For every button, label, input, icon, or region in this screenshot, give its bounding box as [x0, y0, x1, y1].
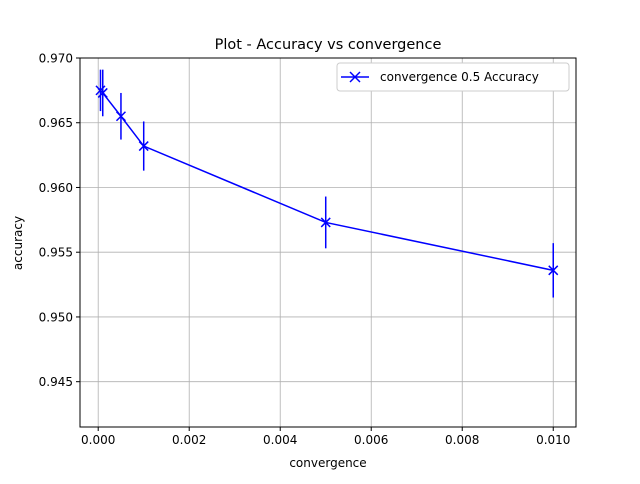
marker-stroke [320, 217, 331, 228]
legend: convergence 0.5 Accuracy [336, 62, 570, 92]
legend-marker [349, 71, 361, 83]
plot-area [95, 69, 559, 298]
x-tick-label: 0.010 [536, 433, 570, 447]
marker-stroke [548, 265, 559, 276]
axes-frame [79, 57, 577, 428]
y-tick-label: 0.955 [39, 246, 73, 260]
axes: 0.000 0.002 0.004 0.006 0.008 0.010 0.945 0.950… [39, 52, 577, 447]
data-point-marker [548, 265, 559, 276]
y-tick-label: 0.960 [39, 181, 73, 195]
data-point-marker [97, 87, 108, 98]
x-tick-label: 0.008 [445, 433, 479, 447]
x-tick-label: 0.002 [172, 433, 206, 447]
marker-stroke [138, 141, 149, 152]
y-axis-label: accuracy [11, 216, 25, 270]
data-point-marker [138, 141, 149, 152]
x-tick-label: 0.004 [263, 433, 297, 447]
y-tick-label: 0.945 [39, 375, 73, 389]
y-tick-label: 0.965 [39, 116, 73, 130]
chart-title: Plot - Accuracy vs convergence [215, 37, 442, 53]
marker-stroke [97, 87, 108, 98]
data-point-marker [115, 111, 126, 122]
marker-stroke [115, 111, 126, 122]
y-tick-label: 0.950 [39, 310, 73, 324]
legend-frame [336, 62, 570, 92]
x-tick-label: 0.000 [81, 433, 115, 447]
x-tick-label: 0.006 [354, 433, 388, 447]
grid-lines [80, 57, 576, 427]
y-tick-label: 0.970 [39, 52, 73, 66]
legend-label: convergence 0.5 Accuracy [380, 70, 539, 84]
data-point-marker [320, 217, 331, 228]
x-axis-label: convergence [289, 456, 366, 470]
